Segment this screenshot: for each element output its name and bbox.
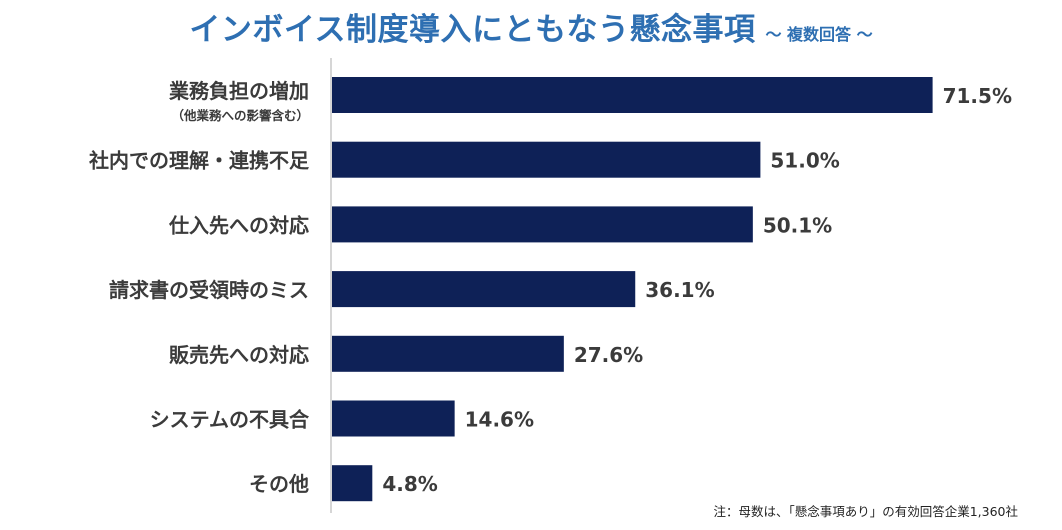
category-label-4: 請求書の受領時のミス <box>109 278 309 302</box>
footnote: 注：母数は、「懸念事項あり」の有効回答企業1,360社 <box>713 504 1018 519</box>
category-label-7: その他 <box>249 472 309 496</box>
chart-title: インボイス制度導入にともなう懸念事項 <box>189 12 756 48</box>
bar-5 <box>332 335 564 372</box>
category-label-1: 業務負担の増加 <box>169 79 309 103</box>
value-label-3: 50.1% <box>763 213 832 237</box>
value-label-7: 4.8% <box>382 472 437 496</box>
value-label-2: 51.0% <box>770 149 839 173</box>
bar-7 <box>332 465 373 502</box>
bar-4 <box>332 271 636 308</box>
category-label-5: 販売先への対応 <box>169 343 309 367</box>
bar-6 <box>332 400 455 437</box>
bar-2 <box>332 141 761 178</box>
value-label-5: 27.6% <box>574 343 643 367</box>
value-label-4: 36.1% <box>645 278 714 302</box>
category-label-2: 社内での理解・連携不足 <box>88 149 310 173</box>
value-label-6: 14.6% <box>465 408 534 432</box>
bar-3 <box>332 206 753 243</box>
chart-subtitle: ～ 複数回答 ～ <box>765 25 873 44</box>
value-label-1: 71.5% <box>943 84 1012 108</box>
chart-title-row: インボイス制度導入にともなう懸念事項 ～ 複数回答 ～ <box>0 4 1062 49</box>
category-label-3: 仕入先への対応 <box>168 213 309 237</box>
category-label-6: システムの不具合 <box>150 408 310 432</box>
category-sublabel-1: （他業務への影響含む） <box>171 108 309 123</box>
bar-1 <box>332 77 933 113</box>
